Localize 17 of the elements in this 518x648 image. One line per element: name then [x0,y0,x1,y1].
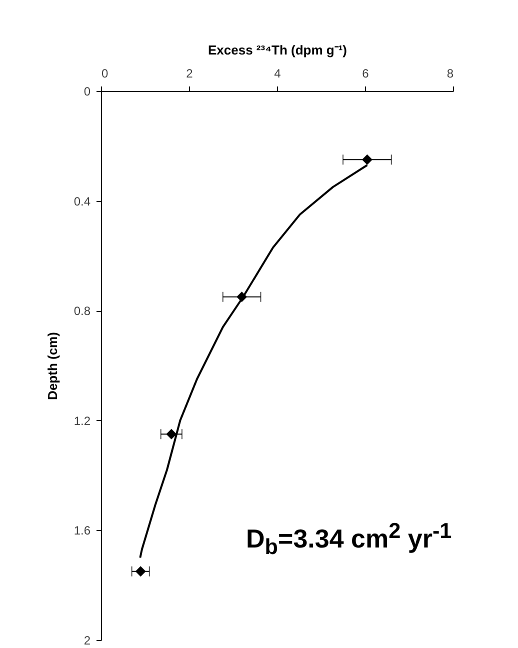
y-tick-label: 0.4 [74,194,91,208]
point [166,428,177,440]
y-tick-label: 1.2 [74,414,91,428]
x-tick-label: 0 [102,66,108,80]
annotation: D$_{b}$=3.34 cm$^{2}$ yr$^{-1}$ [246,518,452,560]
x-axis-title: Excess ²³⁴Th (dpm g⁻¹) [208,42,347,58]
y-tick-label: 0 [84,84,91,98]
y-tick-label: 0.8 [74,304,91,318]
x-tick-label: 8 [446,66,454,80]
x-tick-label: 4 [274,66,282,80]
x-tick-label: 2 [186,66,194,80]
x-tick-label: 6 [362,66,370,80]
y-axis-title: Depth (cm) [44,332,60,400]
point [135,566,146,577]
point [362,154,372,165]
y-tick-label: 2 [84,634,91,648]
y-tick-label: 1.6 [74,524,91,538]
